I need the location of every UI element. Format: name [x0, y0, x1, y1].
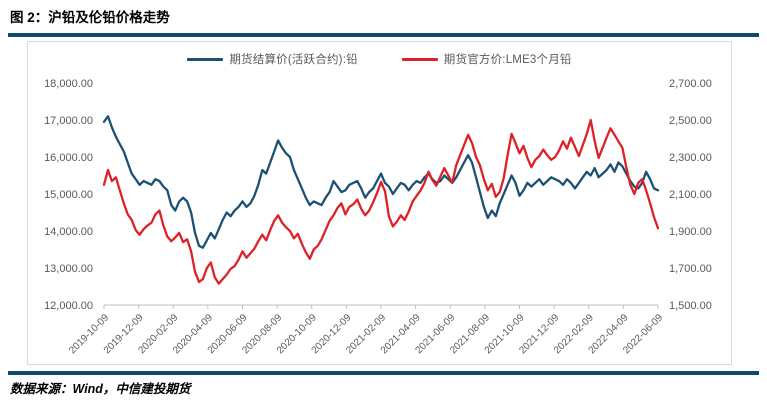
legend-swatch-shfe-lead [187, 57, 224, 61]
data-source-note: 数据来源：Wind，中信建投期货 [10, 382, 191, 396]
y-left-tick-label: 17,000.00 [44, 115, 93, 127]
y-right-tick-label: 1,700.00 [669, 263, 712, 275]
price-line-chart: 18,000.00 2,700.00 17,000.00 2,500.00 16,000… [44, 78, 712, 356]
y-right-tick-label: 2,300.00 [669, 152, 712, 164]
series-line-shfe-lead [102, 115, 660, 249]
legend-label-shfe-lead: 期货结算价(活跃合约):铅 [229, 54, 358, 66]
y-left-tick-label: 14,000.00 [44, 226, 93, 238]
y-right-tick-label: 1,900.00 [669, 226, 712, 238]
y-left-tick-label: 13,000.00 [44, 263, 93, 275]
y-left-tick-label: 16,000.00 [44, 152, 93, 164]
y-right-tick-label: 2,500.00 [669, 115, 712, 127]
legend-swatch-lme-lead [401, 57, 438, 61]
legend-label-lme-lead: 期货官方价:LME3个月铅 [443, 54, 572, 66]
figure-title: 图 2：沪铅及伦铅价格走势 [10, 10, 170, 25]
y-right-tick-label: 2,100.00 [669, 189, 712, 201]
chart-container: 期货结算价(活跃合约):铅 期货官方价:LME3个月铅 18,000.00 2,7… [27, 41, 732, 365]
legend-item-shfe-lead: 期货结算价(活跃合约):铅 [187, 51, 358, 67]
bottom-divider [8, 371, 759, 375]
y-right-tick-label: 1,500.00 [669, 300, 712, 312]
legend-item-lme-lead: 期货官方价:LME3个月铅 [401, 51, 572, 67]
y-left-tick-label: 12,000.00 [44, 300, 93, 312]
y-left-tick-label: 15,000.00 [44, 189, 93, 201]
top-divider [8, 33, 759, 37]
series-line-lme-lead [102, 118, 660, 285]
chart-legend: 期货结算价(活跃合约):铅 期货官方价:LME3个月铅 [28, 51, 731, 67]
y-left-tick-label: 18,000.00 [44, 78, 93, 90]
y-right-tick-label: 2,700.00 [669, 78, 712, 90]
